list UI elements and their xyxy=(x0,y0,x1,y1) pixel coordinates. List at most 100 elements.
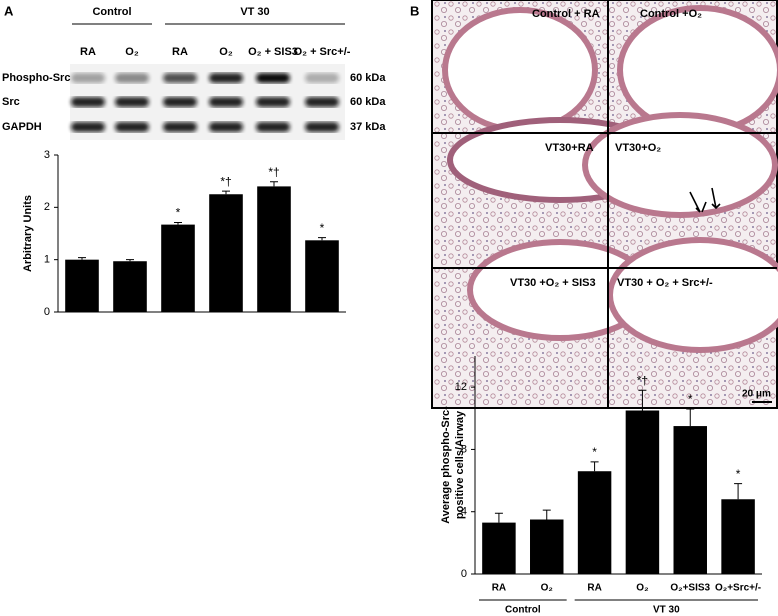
size-label: 60 kDa xyxy=(350,72,386,84)
lane-label: RA xyxy=(80,46,96,58)
panel-letter: A xyxy=(4,3,14,18)
histology-label: VT30+O₂ xyxy=(615,142,661,154)
row-label: Src xyxy=(2,96,20,108)
bar xyxy=(625,410,660,574)
bar xyxy=(65,259,99,312)
blot-band xyxy=(163,73,197,83)
histology-label: Control +O₂ xyxy=(640,8,702,20)
y-axis-label: positive cells/Airway xyxy=(454,410,466,519)
bar xyxy=(257,186,291,312)
histology-label: VT30 +O₂ + SIS3 xyxy=(510,277,596,289)
histology-label: VT30 + O₂ + Src+/- xyxy=(617,277,713,289)
lane-label: O₂ xyxy=(125,46,139,58)
error-bar xyxy=(734,483,743,500)
blot-band xyxy=(115,73,149,83)
error-bar xyxy=(590,461,599,472)
blot-band xyxy=(305,73,339,83)
annotation: * xyxy=(736,467,741,481)
blot-band xyxy=(256,73,290,83)
blot-background xyxy=(70,64,345,140)
airway xyxy=(582,112,778,218)
bar xyxy=(113,261,147,312)
y-axis-label: Average phospho-Src- xyxy=(440,406,452,524)
bar xyxy=(577,471,612,574)
error-bar xyxy=(270,181,278,187)
error-bar xyxy=(494,512,503,523)
error-bar xyxy=(542,509,551,520)
group-label: VT 30 xyxy=(240,6,269,18)
error-bar xyxy=(126,259,134,262)
group-label: Control xyxy=(505,605,541,616)
bar xyxy=(530,519,564,574)
histology-label: Control + RA xyxy=(532,8,600,20)
error-bar xyxy=(686,408,695,427)
bar xyxy=(209,194,243,312)
annotation: *† xyxy=(220,174,231,188)
lane-label: O₂ + SIS3 xyxy=(248,46,298,58)
blot-band xyxy=(71,97,105,107)
error-bar xyxy=(222,190,230,195)
arrow xyxy=(689,191,707,213)
lane-label: O₂ + Src+/- xyxy=(294,46,351,58)
lane-label: O₂ xyxy=(219,46,233,58)
blot-band xyxy=(163,97,197,107)
error-bar xyxy=(318,237,326,241)
y-axis-label: Arbitrary Units xyxy=(22,195,34,272)
scale-label: 20 μm xyxy=(742,389,771,400)
x-tick-label: O₂ xyxy=(636,583,648,594)
western-blot xyxy=(70,23,345,140)
blot-band xyxy=(209,73,243,83)
y-tick-label: 8 xyxy=(461,443,467,455)
bar xyxy=(161,224,195,312)
error-bar xyxy=(174,222,182,225)
panel-letter: B xyxy=(410,3,419,18)
arrow xyxy=(711,187,721,210)
y-tick-label: 4 xyxy=(461,506,467,518)
y-tick-label: 12 xyxy=(455,381,467,393)
x-tick-label: RA xyxy=(492,583,506,594)
row-label: GAPDH xyxy=(2,121,42,133)
blot-band xyxy=(305,97,339,107)
x-tick-label: RA xyxy=(587,583,601,594)
blot-band xyxy=(115,122,149,132)
histology-label: VT30+RA xyxy=(545,142,594,154)
blot-band xyxy=(71,73,105,83)
blot-band xyxy=(115,97,149,107)
y-tick-label: 2 xyxy=(44,201,50,213)
size-label: 60 kDa xyxy=(350,96,386,108)
y-tick-label: 3 xyxy=(44,149,50,161)
x-tick-label: O₂ xyxy=(541,583,553,594)
size-label: 37 kDa xyxy=(350,121,386,133)
annotation: * xyxy=(320,221,325,235)
blot-band xyxy=(256,122,290,132)
bar xyxy=(305,240,339,312)
annotation: * xyxy=(688,392,693,406)
x-tick-label: O₂+Src+/- xyxy=(715,583,761,594)
error-bar xyxy=(638,389,647,411)
annotation: *† xyxy=(637,373,648,387)
airway xyxy=(442,7,598,133)
bar xyxy=(721,499,755,574)
annotation: * xyxy=(592,445,597,459)
blot-band xyxy=(209,97,243,107)
lane-label: RA xyxy=(172,46,188,58)
y-tick-label: 1 xyxy=(44,254,50,266)
group-label: VT 30 xyxy=(653,605,680,616)
blot-band xyxy=(163,122,197,132)
bar xyxy=(482,522,516,574)
histology-grid xyxy=(431,0,778,409)
x-tick-label: O₂+SIS3 xyxy=(670,583,710,594)
error-bar xyxy=(78,257,86,260)
y-tick-label: 0 xyxy=(44,306,50,318)
airway xyxy=(607,237,778,353)
blot-band xyxy=(209,122,243,132)
blot-band xyxy=(305,122,339,132)
blot-band xyxy=(71,122,105,132)
blot-band xyxy=(256,97,290,107)
group-label: Control xyxy=(92,6,131,18)
y-tick-label: 0 xyxy=(461,568,467,580)
annotation: * xyxy=(176,206,181,220)
row-label: Phospho-Src xyxy=(2,72,70,84)
bar xyxy=(673,426,707,574)
